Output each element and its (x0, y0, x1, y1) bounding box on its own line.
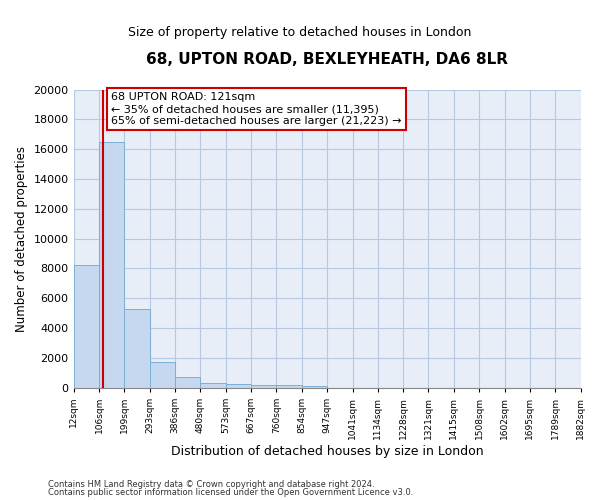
Bar (302, 386, 327, 388)
Bar (251, 384, 277, 388)
Y-axis label: Number of detached properties: Number of detached properties (15, 146, 28, 332)
Bar (124, 308, 150, 388)
Text: Size of property relative to detached houses in London: Size of property relative to detached ho… (128, 26, 472, 39)
Bar (99, 142, 124, 388)
Bar (200, 382, 226, 388)
Text: Contains HM Land Registry data © Crown copyright and database right 2024.: Contains HM Land Registry data © Crown c… (48, 480, 374, 489)
Bar (175, 378, 200, 388)
Text: Contains public sector information licensed under the Open Government Licence v3: Contains public sector information licen… (48, 488, 413, 497)
Title: 68, UPTON ROAD, BEXLEYHEATH, DA6 8LR: 68, UPTON ROAD, BEXLEYHEATH, DA6 8LR (146, 52, 508, 68)
Bar (150, 362, 175, 388)
Bar (277, 385, 302, 388)
Bar (74, 266, 99, 388)
Text: 68 UPTON ROAD: 121sqm
← 35% of detached houses are smaller (11,395)
65% of semi-: 68 UPTON ROAD: 121sqm ← 35% of detached … (112, 92, 402, 126)
X-axis label: Distribution of detached houses by size in London: Distribution of detached houses by size … (171, 444, 484, 458)
Bar (226, 384, 251, 388)
